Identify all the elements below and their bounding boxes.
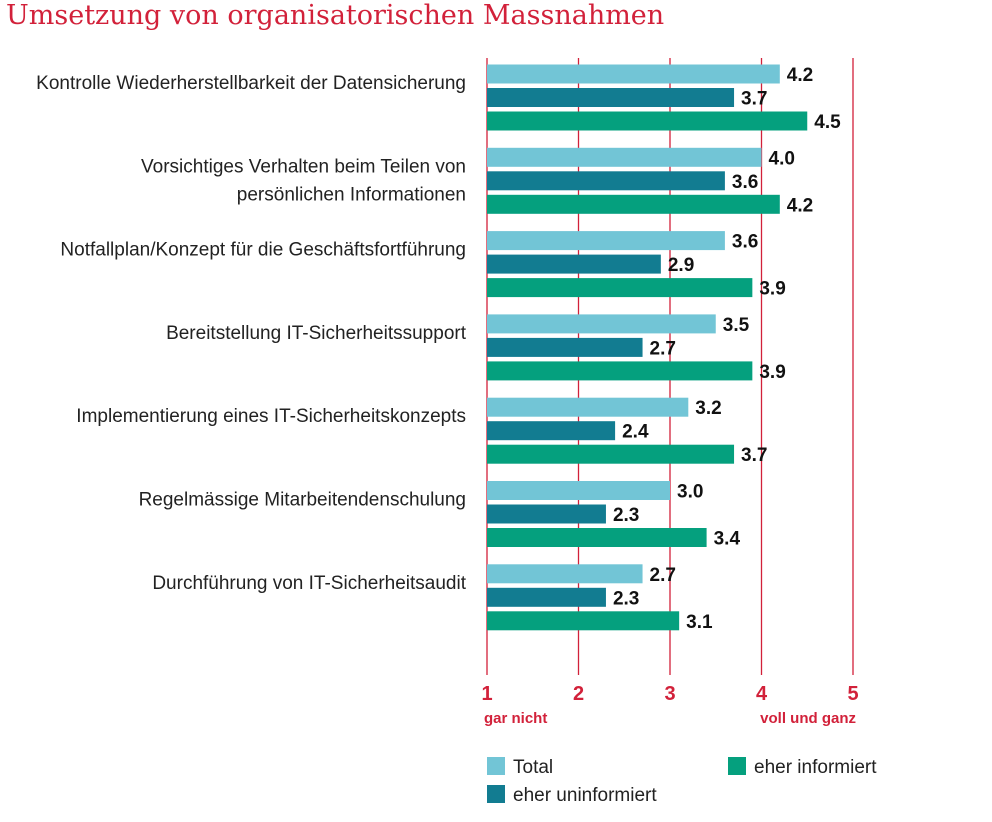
bar <box>487 231 725 251</box>
legend-label: eher informiert <box>754 757 877 778</box>
data-label: 2.9 <box>668 255 694 276</box>
x-tick-label: 5 <box>847 683 858 705</box>
bar <box>487 481 670 500</box>
x-tick-label: 3 <box>664 683 675 705</box>
legend-swatch <box>487 785 505 803</box>
data-label: 2.3 <box>613 505 639 526</box>
data-label: 4.5 <box>814 112 841 133</box>
data-label: 2.4 <box>622 422 649 443</box>
bar <box>487 504 606 524</box>
bar <box>487 337 643 357</box>
data-label: 3.5 <box>723 315 750 336</box>
legend-swatch <box>487 757 505 775</box>
data-label: 3.9 <box>759 362 785 383</box>
category-label: persönlichen Informationen <box>237 184 466 205</box>
bar <box>487 194 780 214</box>
category-label: Regelmässige Mitarbeitendenschulung <box>139 490 466 511</box>
x-tick-label: 1 <box>481 683 492 705</box>
data-label: 4.0 <box>769 148 795 169</box>
category-label: Vorsichtiges Verhalten beim Teilen von <box>141 156 466 177</box>
bar <box>487 88 735 107</box>
legend-swatch <box>728 757 746 775</box>
bar <box>487 361 753 381</box>
chart-title: Umsetzung von organisatorischen Massnahm… <box>6 0 665 31</box>
bar <box>487 528 707 547</box>
bar <box>487 278 753 298</box>
bar <box>487 564 643 584</box>
legend-label: Total <box>513 757 553 778</box>
data-label: 2.7 <box>650 565 676 586</box>
bar <box>487 171 725 191</box>
x-tick-label: 2 <box>573 683 584 705</box>
data-label: 3.7 <box>741 445 767 466</box>
bar <box>487 111 808 131</box>
category-label: Notfallplan/Konzept für die Geschäftsfor… <box>60 240 466 261</box>
data-label: 3.7 <box>741 89 767 110</box>
data-label: 3.0 <box>677 482 703 503</box>
data-label: 4.2 <box>787 195 813 216</box>
bar <box>487 254 661 274</box>
data-label: 4.2 <box>787 65 813 86</box>
data-label: 3.6 <box>732 172 758 193</box>
legend-label: eher uninformiert <box>513 785 657 806</box>
data-label: 3.9 <box>759 279 785 300</box>
category-label: Bereitstellung IT-Sicherheitssupport <box>166 323 467 344</box>
x-tick-sublabel: gar nicht <box>484 710 547 727</box>
bar <box>487 147 762 167</box>
x-tick-label: 4 <box>756 683 768 705</box>
bar <box>487 444 735 464</box>
bar <box>487 611 680 631</box>
x-tick-sublabel: voll und ganz <box>760 710 856 727</box>
bar <box>487 421 616 441</box>
bar <box>487 397 689 417</box>
data-label: 3.1 <box>686 612 713 633</box>
data-label: 2.7 <box>650 338 676 359</box>
bar <box>487 587 606 607</box>
bar <box>487 64 780 84</box>
data-label: 3.2 <box>695 398 721 419</box>
category-label: Durchführung von IT-Sicherheitsaudit <box>152 573 466 594</box>
bar <box>487 314 716 334</box>
category-label: Implementierung eines IT-Sicherheitskonz… <box>76 406 466 427</box>
data-label: 3.4 <box>714 529 741 550</box>
category-label: Kontrolle Wiederherstellbarkeit der Date… <box>36 73 466 94</box>
data-label: 2.3 <box>613 588 639 609</box>
data-label: 3.6 <box>732 232 758 253</box>
